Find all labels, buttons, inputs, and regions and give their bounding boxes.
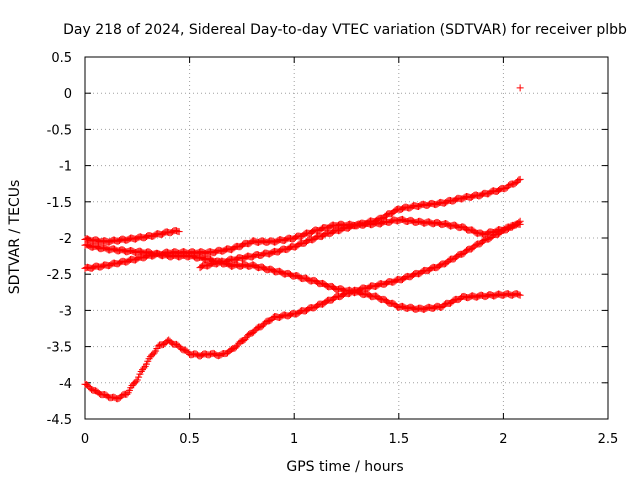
y-tick-label: -3.5 [47,341,72,356]
data-markers [81,84,524,403]
y-tick-label: 0 [64,87,72,102]
data-point [516,175,524,183]
data-point [516,84,524,92]
data-point [142,360,150,368]
y-tick-label: 0.5 [51,51,72,66]
data-point [175,228,183,236]
y-tick-label: -0.5 [47,123,72,138]
data-point [132,378,140,386]
y-tick-label: -4 [59,377,72,392]
x-tick-label: 1.5 [388,432,409,447]
y-tick-labels: 0.5 0 -0.5 -1 -1.5 -2 -2.5 -3 -3.5 -4 -4.5 [47,51,72,428]
x-tick-label: 2.5 [598,432,619,447]
x-tick-label: 0.5 [179,432,200,447]
y-tick-label: -2 [59,232,72,247]
x-axis-title: GPS time / hours [286,459,403,475]
y-tick-label: -3 [59,304,72,319]
series-track-1 [81,215,524,272]
x-tick-label: 2 [499,432,507,447]
x-tick-label: 0 [81,432,89,447]
series-track-3 [81,217,524,403]
x-tick-label: 1 [290,432,298,447]
data-point [140,364,148,372]
data-point [515,176,523,184]
data-point [516,217,524,225]
y-tick-label: -1.5 [47,196,72,211]
y-axis-title: SDTVAR / TECUs [7,180,23,295]
series-outlier [516,84,524,92]
y-tick-label: -1 [59,160,72,175]
y-tick-label: -2.5 [47,268,72,283]
data-point [123,390,131,398]
chart-title: Day 218 of 2024, Sidereal Day-to-day VTE… [63,22,627,38]
series-track-4 [81,226,183,246]
data-point [515,291,523,299]
y-tick-label: -4.5 [47,413,72,428]
series-track-5 [196,175,524,272]
data-point [516,291,524,299]
x-tick-labels: 0 0.5 1 1.5 2 2.5 [81,432,618,447]
data-point [515,218,523,226]
data-point [135,373,143,381]
axis-ticks [84,56,609,420]
